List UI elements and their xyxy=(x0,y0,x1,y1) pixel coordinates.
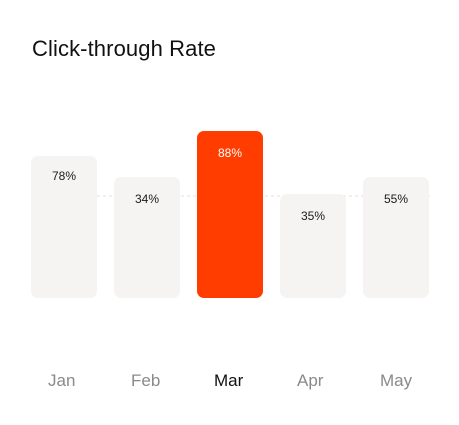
month-label-apr: Apr xyxy=(297,371,324,390)
bar-may[interactable] xyxy=(363,177,429,298)
bar-apr[interactable] xyxy=(280,194,346,298)
bar-value-label-jan: 78% xyxy=(52,169,76,183)
chart-title: Click-through Rate xyxy=(32,36,216,61)
month-label-feb: Feb xyxy=(131,371,160,390)
bar-value-label-mar: 88% xyxy=(218,146,242,160)
bar-mar[interactable] xyxy=(197,131,263,298)
month-label-jan: Jan xyxy=(48,371,75,390)
month-label-may: May xyxy=(380,371,413,390)
bar-value-label-may: 55% xyxy=(384,192,408,206)
bar-value-label-feb: 34% xyxy=(135,192,159,206)
bar-feb[interactable] xyxy=(114,177,180,298)
bar-value-label-apr: 35% xyxy=(301,209,325,223)
bar-jan[interactable] xyxy=(31,156,97,298)
month-label-mar: Mar xyxy=(214,371,244,390)
